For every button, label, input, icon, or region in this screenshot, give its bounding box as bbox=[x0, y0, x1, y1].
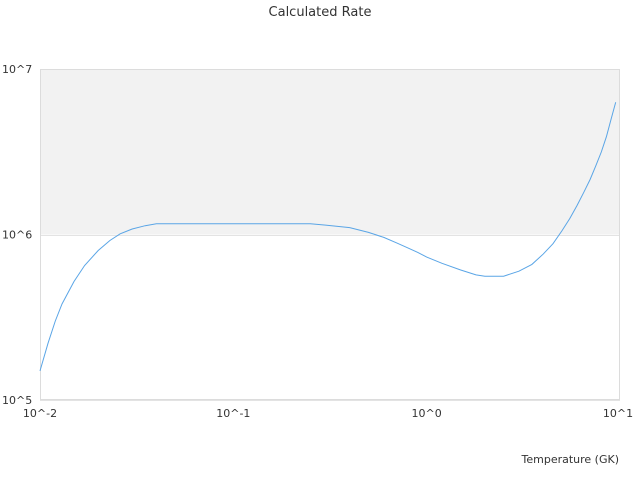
series-line bbox=[39, 102, 617, 372]
y-tick-label: 10^7 bbox=[2, 63, 32, 76]
chart-band bbox=[40, 69, 620, 235]
x-axis-label: Temperature (GK) bbox=[521, 453, 620, 466]
x-tick-label: 10^0 bbox=[412, 407, 442, 420]
series-group bbox=[39, 102, 617, 372]
x-tick-label: 10^-1 bbox=[216, 407, 250, 420]
x-axis: 10^-2 10^-1 10^0 10^1 bbox=[23, 407, 633, 420]
chart-title: Calculated Rate bbox=[269, 5, 372, 20]
x-tick-label: 10^-2 bbox=[23, 407, 57, 420]
y-tick-label: 10^6 bbox=[2, 229, 32, 242]
x-tick-label: 10^1 bbox=[603, 407, 633, 420]
plot-frame bbox=[40, 69, 620, 400]
y-axis: 10^5 10^6 10^7 bbox=[2, 63, 32, 407]
y-tick-label: 10^5 bbox=[2, 394, 32, 407]
